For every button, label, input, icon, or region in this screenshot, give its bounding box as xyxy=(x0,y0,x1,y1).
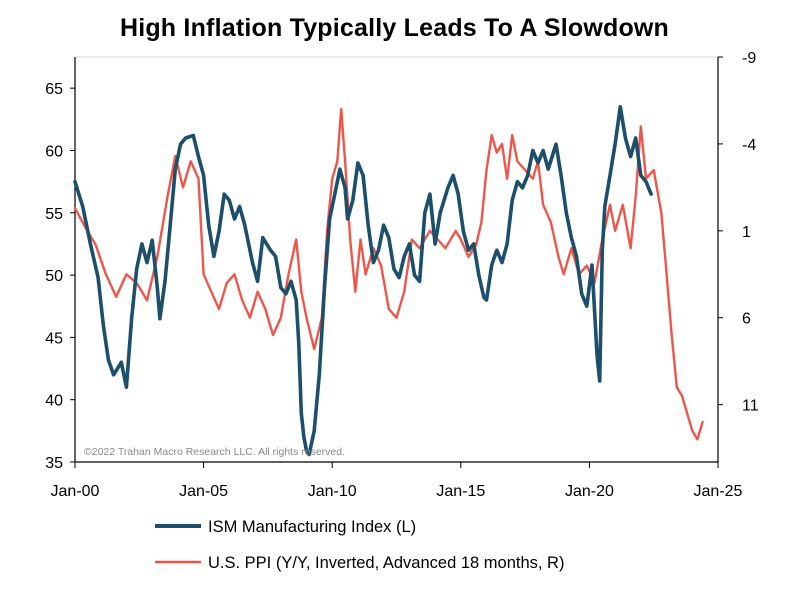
series-line-ism xyxy=(73,105,653,457)
left-tick-label: 40 xyxy=(45,393,63,410)
right-tick-label: 11 xyxy=(742,398,759,415)
right-axis: -9 -4 1 6 11 xyxy=(718,50,759,415)
copyright-text: ©2022 Trahan Macro Research LLC. All rig… xyxy=(84,446,345,458)
x-tick-label: Jan-05 xyxy=(179,483,228,500)
x-axis: Jan-00 Jan-05 Jan-10 Jan-15 Jan-20 Jan-25 xyxy=(51,462,743,500)
x-tick-label: Jan-20 xyxy=(565,483,614,500)
right-tick-label: -4 xyxy=(742,137,756,154)
left-tick-label: 50 xyxy=(45,268,63,285)
legend-label: ISM Manufacturing Index (L) xyxy=(208,518,416,536)
x-tick-label: Jan-00 xyxy=(51,483,100,500)
left-tick-label: 45 xyxy=(45,330,63,347)
right-tick-label: 6 xyxy=(742,311,751,328)
right-tick-label: -9 xyxy=(742,50,756,67)
left-tick-label: 65 xyxy=(45,81,63,98)
left-tick-label: 35 xyxy=(45,455,63,472)
plot-frame xyxy=(74,56,719,463)
legend-label: U.S. PPI (Y/Y, Inverted, Advanced 18 mon… xyxy=(208,554,564,572)
x-tick-label: Jan-15 xyxy=(436,483,485,500)
x-tick-label: Jan-10 xyxy=(308,483,357,500)
chart-title: High Inflation Typically Leads To A Slow… xyxy=(119,14,670,42)
legend: ISM Manufacturing Index (L) U.S. PPI (Y/Y… xyxy=(155,518,564,572)
left-tick-label: 55 xyxy=(45,206,63,223)
right-tick-label: 1 xyxy=(742,224,751,241)
series-line-ppi xyxy=(73,107,704,441)
x-tick-label: Jan-25 xyxy=(694,483,743,500)
series-layer xyxy=(73,105,704,457)
left-tick-label: 60 xyxy=(45,143,63,160)
left-axis: 35 40 45 50 55 60 65 xyxy=(45,81,75,472)
